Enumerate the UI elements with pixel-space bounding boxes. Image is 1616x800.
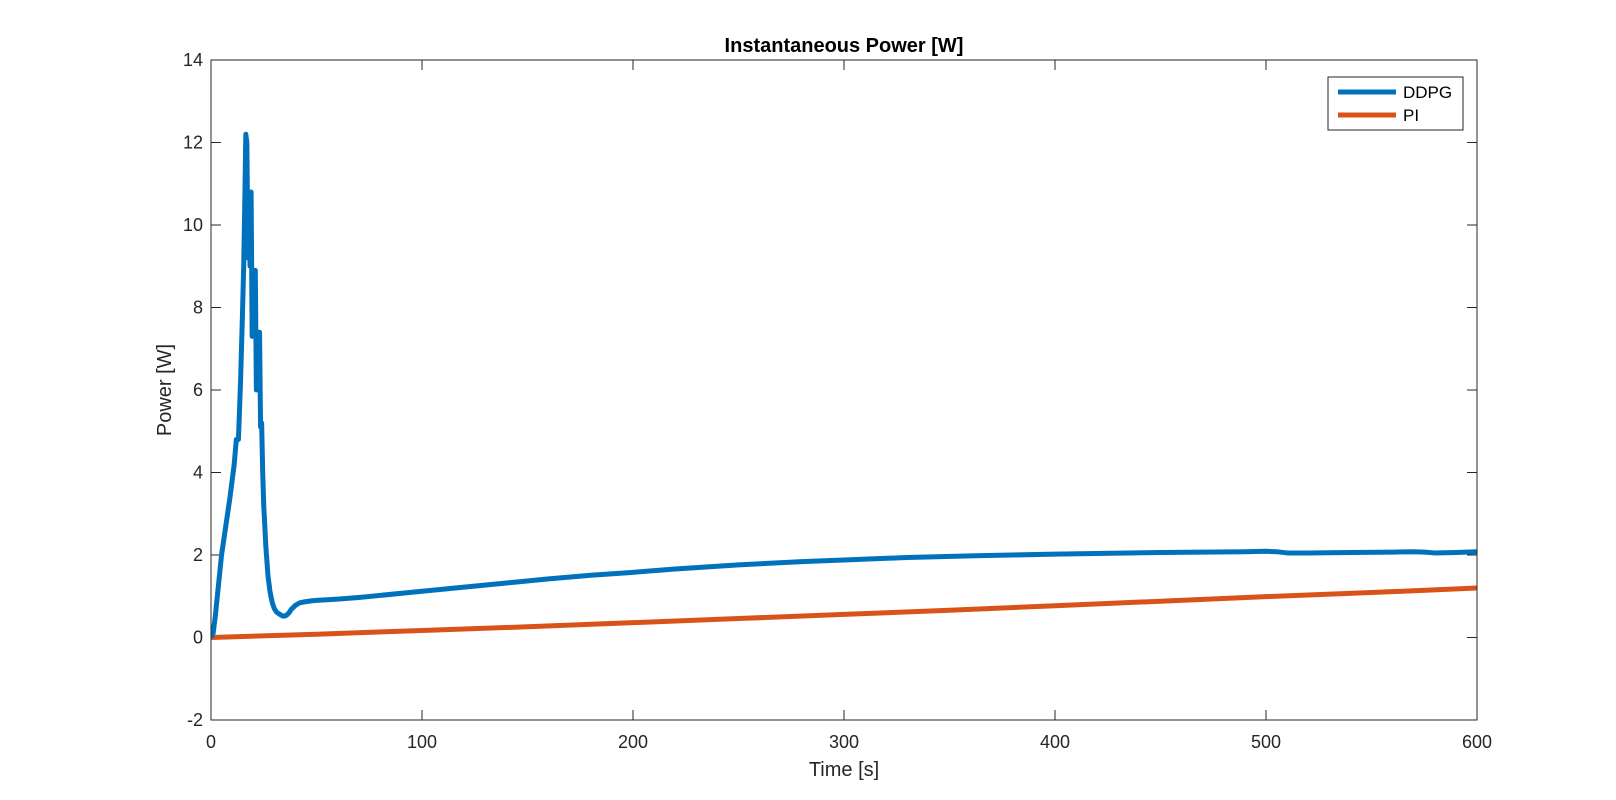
y-tick-label: -2 [187,710,203,730]
legend-box [1327,76,1464,131]
y-tick-label: 4 [193,463,203,483]
y-tick-label: 12 [183,133,203,153]
x-tick-label: 300 [829,732,859,752]
y-tick-label: 14 [183,50,203,70]
chart-title: Instantaneous Power [W] [725,35,964,57]
x-tick-label: 200 [618,732,648,752]
series-line-pi [211,585,1477,640]
y-tick-label: 6 [193,380,203,400]
legend-label-ddpg: DDPG [1403,83,1452,102]
x-tick-label: 100 [407,732,437,752]
x-tick-label: 600 [1462,732,1492,752]
plot-area-frame [210,59,1478,721]
series-layer [211,131,1477,640]
x-tick-label: 0 [206,732,216,752]
series-line-ddpg [211,131,1477,639]
y-tick-label: 2 [193,545,203,565]
y-tick-label: 0 [193,628,203,648]
plot-area-background [211,60,1477,720]
x-axis-label: Time [s] [809,759,879,781]
legend: DDPG PI [1327,76,1464,131]
legend-label-pi: PI [1403,106,1419,125]
y-axis-label: Power [W] [154,344,176,436]
x-tick-label: 400 [1040,732,1070,752]
x-tick-label: 500 [1251,732,1281,752]
y-tick-label: 8 [193,298,203,318]
y-tick-label: 10 [183,215,203,235]
